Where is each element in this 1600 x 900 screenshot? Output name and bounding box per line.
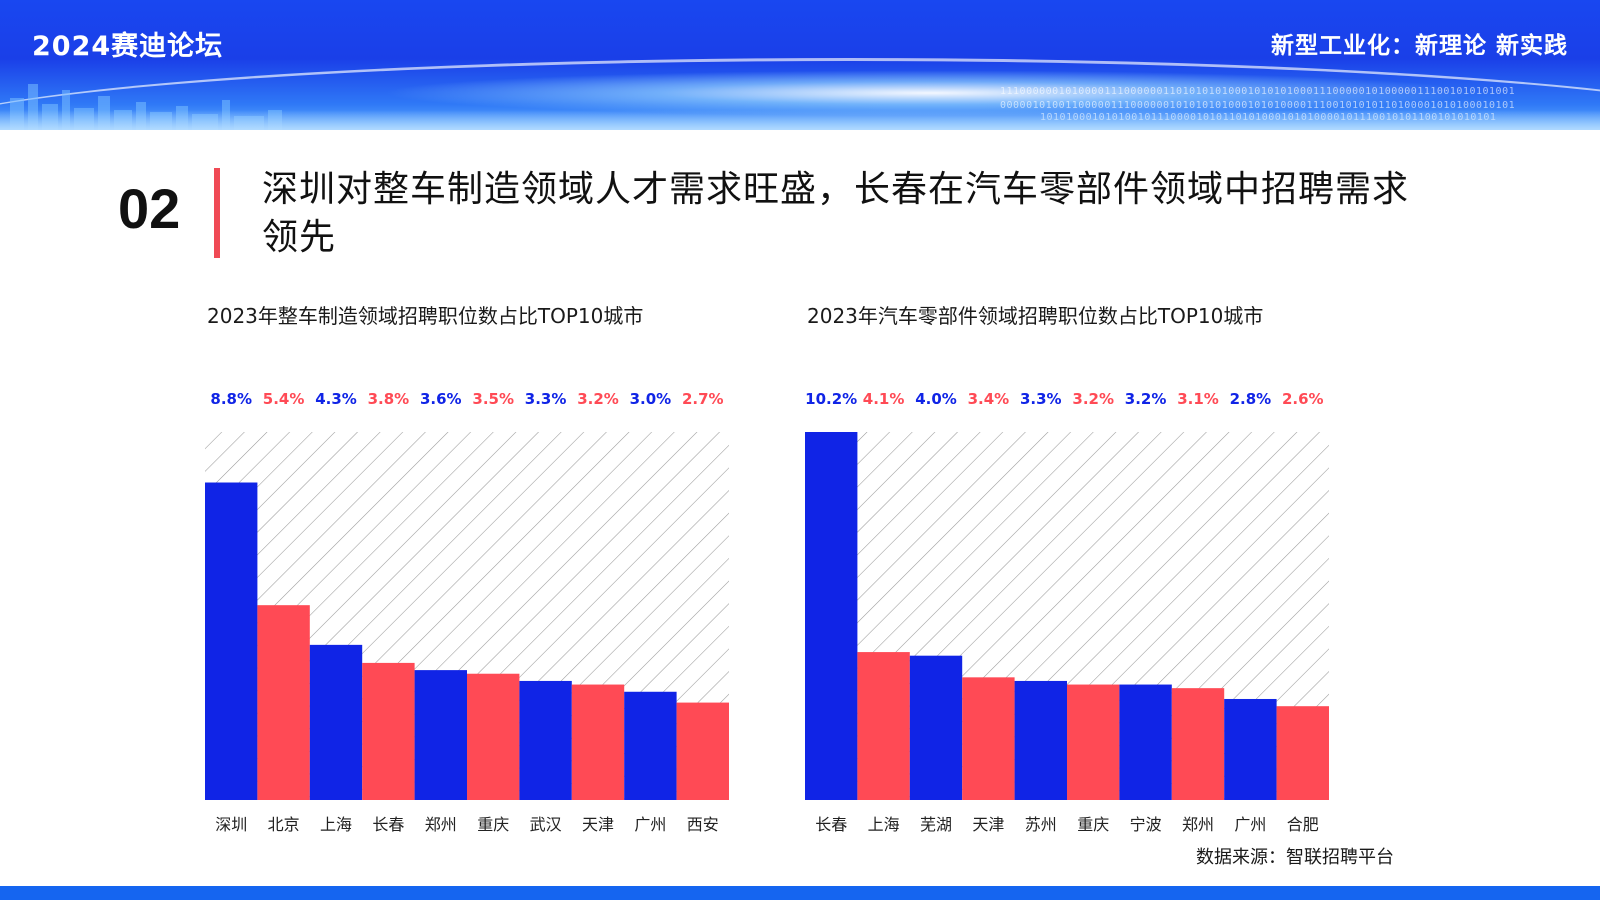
data-source: 数据来源：智联招聘平台 bbox=[1196, 847, 1394, 868]
category-tick-label: 宁波 bbox=[1130, 815, 1162, 834]
bar-重庆 bbox=[467, 673, 520, 800]
data-label: 3.8% bbox=[368, 390, 410, 408]
banner-binary-decoration: 1110000001010000111000000110101010100010… bbox=[1000, 86, 1516, 97]
data-label: 4.0% bbox=[915, 390, 957, 408]
data-label: 3.6% bbox=[420, 390, 462, 408]
category-tick-label: 广州 bbox=[1234, 815, 1266, 834]
data-label: 3.3% bbox=[1020, 390, 1062, 408]
category-tick-label: 重庆 bbox=[1077, 815, 1109, 834]
bar-广州 bbox=[624, 691, 677, 800]
bar-chart-svg: 8.8% 深圳 5.4% 北京 4.3% 上海 3.8% 长春 3.6% 郑州 3.5% 重庆 3.3%… bbox=[205, 390, 729, 834]
bar-苏州 bbox=[1014, 680, 1067, 800]
category-tick-label: 天津 bbox=[972, 815, 1004, 834]
data-label: 5.4% bbox=[263, 390, 305, 408]
data-label: 3.2% bbox=[577, 390, 619, 408]
bar-重庆 bbox=[1067, 684, 1120, 800]
bar-长春 bbox=[362, 662, 415, 800]
data-label: 3.1% bbox=[1177, 390, 1219, 408]
category-tick-label: 上海 bbox=[320, 815, 352, 834]
data-label: 2.8% bbox=[1230, 390, 1272, 408]
forum-slogan: 新型工业化：新理论 新实践 bbox=[1270, 33, 1568, 59]
bar-北京 bbox=[257, 605, 310, 800]
category-tick-label: 郑州 bbox=[425, 815, 457, 834]
bar-长春 bbox=[805, 432, 858, 800]
data-label: 3.2% bbox=[1072, 390, 1114, 408]
data-label: 2.6% bbox=[1282, 390, 1324, 408]
section-number: 02 bbox=[118, 177, 181, 240]
category-tick-label: 深圳 bbox=[215, 815, 247, 834]
data-label: 4.1% bbox=[863, 390, 905, 408]
bar-上海 bbox=[309, 644, 363, 800]
category-tick-label: 重庆 bbox=[477, 815, 509, 834]
data-label: 3.4% bbox=[968, 390, 1010, 408]
data-label: 3.0% bbox=[630, 390, 672, 408]
chart-title: 2023年汽车零部件领域招聘职位数占比TOP10城市 bbox=[807, 304, 1264, 328]
bar-天津 bbox=[571, 684, 625, 800]
bar-上海 bbox=[857, 652, 910, 800]
category-tick-label: 长春 bbox=[815, 815, 847, 834]
header-banner: 1110000001010000111000000110101010100010… bbox=[0, 0, 1600, 130]
bar-宁波 bbox=[1119, 684, 1172, 800]
forum-title: 2024赛迪论坛 bbox=[32, 31, 224, 62]
data-label: 4.3% bbox=[315, 390, 357, 408]
bar-天津 bbox=[962, 677, 1015, 800]
section-accent-bar bbox=[214, 168, 220, 258]
category-tick-label: 长春 bbox=[372, 815, 404, 834]
banner-glow bbox=[380, 70, 1480, 116]
bar-广州 bbox=[1224, 698, 1277, 800]
bar-郑州 bbox=[1171, 688, 1225, 800]
data-label: 10.2% bbox=[805, 390, 857, 408]
bar-chart-svg: 10.2% 长春 4.1% 上海 4.0% 芜湖 3.4% 天津 3.3% 苏州 3.2% 重庆 3.2… bbox=[805, 390, 1329, 834]
category-tick-label: 芜湖 bbox=[920, 815, 952, 834]
bar-西安 bbox=[676, 702, 729, 800]
category-tick-label: 苏州 bbox=[1025, 815, 1057, 834]
banner-binary-decoration-2: 0000010100110000011100000010101010100010… bbox=[1000, 100, 1516, 111]
data-label: 3.3% bbox=[525, 390, 567, 408]
bar-芜湖 bbox=[909, 655, 963, 800]
data-label: 8.8% bbox=[210, 390, 252, 408]
footer-bar bbox=[0, 886, 1600, 900]
chart-vehicle-manufacturing: 2023年整车制造领域招聘职位数占比TOP10城市 8.8% 深圳 5.4% 北京 4.… bbox=[205, 290, 765, 840]
data-label: 2.7% bbox=[682, 390, 724, 408]
chart-title: 2023年整车制造领域招聘职位数占比TOP10城市 bbox=[207, 304, 644, 328]
bar-郑州 bbox=[414, 670, 467, 800]
category-tick-label: 北京 bbox=[268, 815, 300, 834]
data-label: 3.2% bbox=[1125, 390, 1167, 408]
bar-深圳 bbox=[205, 482, 258, 800]
banner-arc bbox=[0, 58, 1600, 130]
category-tick-label: 天津 bbox=[582, 815, 614, 834]
category-tick-label: 武汉 bbox=[530, 815, 562, 834]
data-label: 3.5% bbox=[472, 390, 514, 408]
category-tick-label: 合肥 bbox=[1287, 815, 1319, 834]
bar-合肥 bbox=[1276, 706, 1329, 800]
banner-fade bbox=[0, 110, 1600, 130]
chart-auto-parts: 2023年汽车零部件领域招聘职位数占比TOP10城市 10.2% 长春 4.1% 上海… bbox=[805, 290, 1365, 840]
category-tick-label: 西安 bbox=[687, 815, 719, 834]
category-tick-label: 郑州 bbox=[1182, 815, 1214, 834]
category-tick-label: 广州 bbox=[634, 815, 666, 834]
page-headline: 深圳对整车制造领域人才需求旺盛，长春在汽车零部件领域中招聘需求领先 bbox=[262, 169, 1410, 258]
category-tick-label: 上海 bbox=[868, 815, 900, 834]
bar-武汉 bbox=[519, 680, 572, 800]
